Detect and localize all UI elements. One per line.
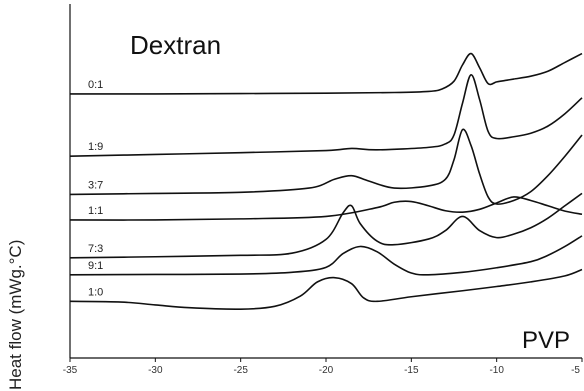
- series-line-5: [69, 192, 583, 259]
- series-label-3: 3:7: [88, 179, 103, 191]
- x-tick-label: -30: [148, 365, 163, 376]
- x-tick-label: -35: [63, 365, 78, 376]
- x-tick-layer: -35 -30 -25 -20 -15 -10 -5: [63, 358, 583, 376]
- series-label-4: 1:1: [88, 205, 103, 217]
- x-tick-label: -25: [233, 365, 248, 376]
- series-line-6: [69, 235, 583, 276]
- series-layer: [69, 52, 583, 310]
- y-axis-label-wrap: Heat flow (mWg.°C): [4, 180, 28, 391]
- x-tick-label: -10: [489, 365, 504, 376]
- series-line-2: [69, 73, 583, 158]
- x-tick-label: -15: [404, 365, 419, 376]
- annotation-pvp: PVP: [522, 327, 570, 354]
- series-label-layer: 0:1 1:9 3:7 1:1 7:3 9:1 1:0: [88, 79, 103, 298]
- x-tick-label: -20: [319, 365, 334, 376]
- annotation-dextran: Dextran: [130, 30, 221, 60]
- series-line-7: [69, 268, 583, 310]
- series-line-1: [69, 52, 583, 95]
- series-label-1: 0:1: [88, 79, 103, 91]
- series-label-2: 1:9: [88, 141, 103, 153]
- series-line-3: [69, 128, 583, 205]
- series-label-5: 7:3: [88, 243, 103, 255]
- series-label-6: 9:1: [88, 260, 103, 272]
- x-tick-label: -5: [571, 365, 580, 376]
- y-axis-label: Heat flow (mWg.°C): [6, 239, 25, 390]
- series-label-7: 1:0: [88, 286, 103, 298]
- series-line-4: [69, 196, 583, 221]
